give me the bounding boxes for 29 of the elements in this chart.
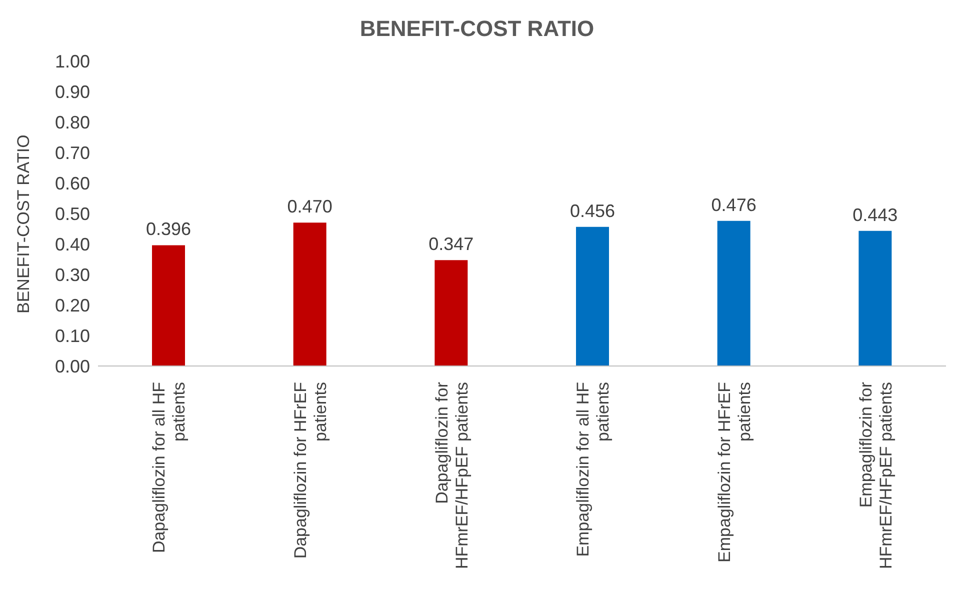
y-tick-label: 0.50 bbox=[54, 204, 90, 224]
bar bbox=[576, 226, 609, 366]
y-tick-label: 0.30 bbox=[54, 264, 90, 285]
y-tick-label: 0.70 bbox=[54, 142, 90, 163]
y-tick-label: 1.00 bbox=[54, 51, 90, 72]
data-label: 0.443 bbox=[852, 204, 898, 225]
y-tick-label: 0.00 bbox=[54, 356, 90, 376]
chart-title: BENEFIT-COST RATIO bbox=[358, 15, 596, 43]
bar bbox=[152, 245, 185, 366]
y-tick-label: 0.10 bbox=[54, 326, 90, 346]
y-tick-label: 0.20 bbox=[54, 295, 90, 316]
data-label: 0.470 bbox=[287, 196, 332, 217]
data-label: 0.396 bbox=[146, 219, 192, 240]
y-tick-label: 0.90 bbox=[54, 82, 90, 102]
y-axis-title: BENEFIT-COST RATIO bbox=[14, 134, 34, 314]
data-label: 0.347 bbox=[428, 234, 474, 254]
bar bbox=[717, 220, 750, 366]
y-tick-label: 0.60 bbox=[54, 173, 90, 194]
x-tick-label: Dapagliflozin for HFrEF patients bbox=[291, 382, 330, 559]
bar bbox=[293, 222, 326, 366]
bar bbox=[434, 260, 468, 366]
bar bbox=[858, 230, 892, 366]
data-label: 0.476 bbox=[711, 194, 756, 215]
y-tick-label: 0.40 bbox=[54, 234, 90, 254]
x-tick-label: Empagliflozin for HFrEF patients bbox=[715, 382, 754, 562]
x-tick-label: Dapagliflozin for all HF patients bbox=[150, 382, 189, 554]
data-label: 0.456 bbox=[570, 200, 616, 221]
x-tick-label: Empagliflozin for all HF patients bbox=[574, 382, 613, 557]
y-tick-label: 0.80 bbox=[54, 112, 90, 132]
